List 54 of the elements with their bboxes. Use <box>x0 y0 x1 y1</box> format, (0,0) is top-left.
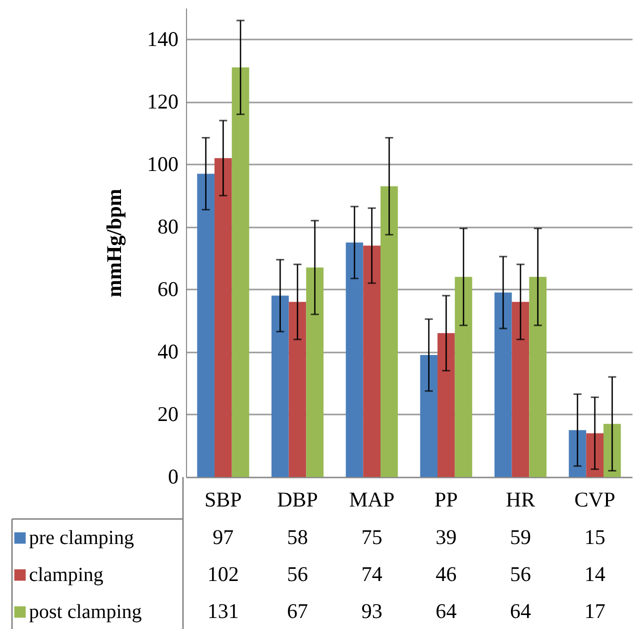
bar <box>454 276 472 477</box>
legend-label: pre clamping <box>29 527 134 549</box>
data-label: 58 <box>287 525 308 549</box>
data-label: 17 <box>584 599 606 623</box>
y-tick-label: 80 <box>158 214 178 238</box>
y-axis-title: mmHg/bpm <box>102 188 126 298</box>
bar <box>197 174 214 477</box>
bar <box>380 186 398 477</box>
bar <box>214 158 232 477</box>
data-label: 74 <box>361 562 383 586</box>
data-label: 56 <box>510 562 531 586</box>
x-tick-label: SBP <box>204 488 242 512</box>
bar <box>437 333 455 477</box>
data-label: 64 <box>510 599 532 623</box>
y-tick-label: 0 <box>168 464 178 488</box>
data-label: 39 <box>436 525 457 549</box>
legend-label: clamping <box>29 564 104 586</box>
bar <box>306 268 324 477</box>
x-tick-label: MAP <box>349 488 395 512</box>
data-label: 97 <box>212 525 234 549</box>
bar <box>604 424 621 477</box>
data-label: 64 <box>436 599 458 623</box>
data-label: 15 <box>584 525 606 549</box>
x-tick-label: CVP <box>574 488 616 512</box>
data-label: 93 <box>361 599 382 623</box>
bar <box>494 292 512 477</box>
y-tick-label: 40 <box>158 339 178 364</box>
data-label: 59 <box>510 525 531 549</box>
y-tick-label: 140 <box>147 26 178 51</box>
bar <box>346 242 364 477</box>
data-label: 102 <box>207 562 239 586</box>
bar <box>232 67 250 477</box>
data-label: 75 <box>361 525 382 549</box>
data-label: 131 <box>207 599 239 623</box>
data-label: 56 <box>287 562 308 586</box>
bar <box>271 296 289 477</box>
bar <box>288 302 306 477</box>
bar <box>586 433 604 477</box>
bar <box>420 355 438 477</box>
y-tick-label: 60 <box>158 276 178 301</box>
legend-label: post clamping <box>29 601 142 623</box>
x-tick-label: PP <box>434 488 458 512</box>
x-tick-label: DBP <box>277 488 318 512</box>
y-tick-label: 20 <box>158 402 178 426</box>
bar <box>512 302 530 477</box>
data-label: 46 <box>436 562 457 586</box>
bar <box>568 430 586 477</box>
x-tick-label: HR <box>506 488 536 512</box>
y-tick-label: 120 <box>147 89 178 114</box>
y-tick-label: 100 <box>147 152 178 176</box>
data-label: 14 <box>584 562 606 586</box>
bar <box>363 246 381 477</box>
data-label: 67 <box>287 599 308 623</box>
bar <box>529 276 547 477</box>
